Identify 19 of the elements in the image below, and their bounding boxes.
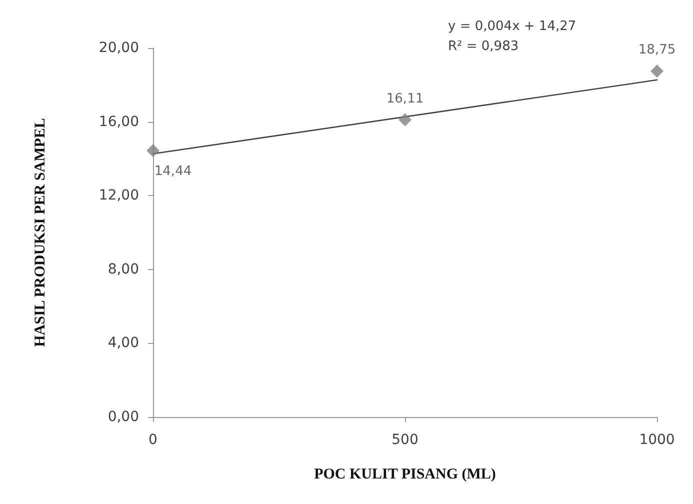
y-tick-label: 4,00 bbox=[108, 335, 139, 352]
y-tick-label: 0,00 bbox=[108, 409, 139, 425]
y-tick-label: 20,00 bbox=[98, 40, 139, 56]
x-tick-label: 0 bbox=[148, 432, 158, 448]
y-axis-title: HASIL PRODUKSI PER SAMPEL bbox=[32, 118, 48, 347]
data-label: 16,11 bbox=[386, 91, 424, 106]
point bbox=[146, 144, 160, 158]
y-tick-label: 8,00 bbox=[108, 261, 139, 278]
text: y = 0,004x + 14,27 bbox=[448, 19, 576, 34]
y-tick-label: 12,00 bbox=[98, 188, 139, 204]
x-tick-label: 500 bbox=[392, 432, 418, 448]
point bbox=[650, 64, 664, 78]
y-tick-label: 16,00 bbox=[98, 114, 139, 130]
x-axis-title: POC KULIT PISANG (ML) bbox=[314, 466, 496, 482]
annotation: R² = 0,983 bbox=[448, 39, 519, 54]
data-label: 14,44 bbox=[154, 164, 192, 180]
data-label: 18,75 bbox=[638, 42, 676, 58]
x-tick-label: 1000 bbox=[639, 432, 675, 448]
point bbox=[398, 113, 412, 126]
